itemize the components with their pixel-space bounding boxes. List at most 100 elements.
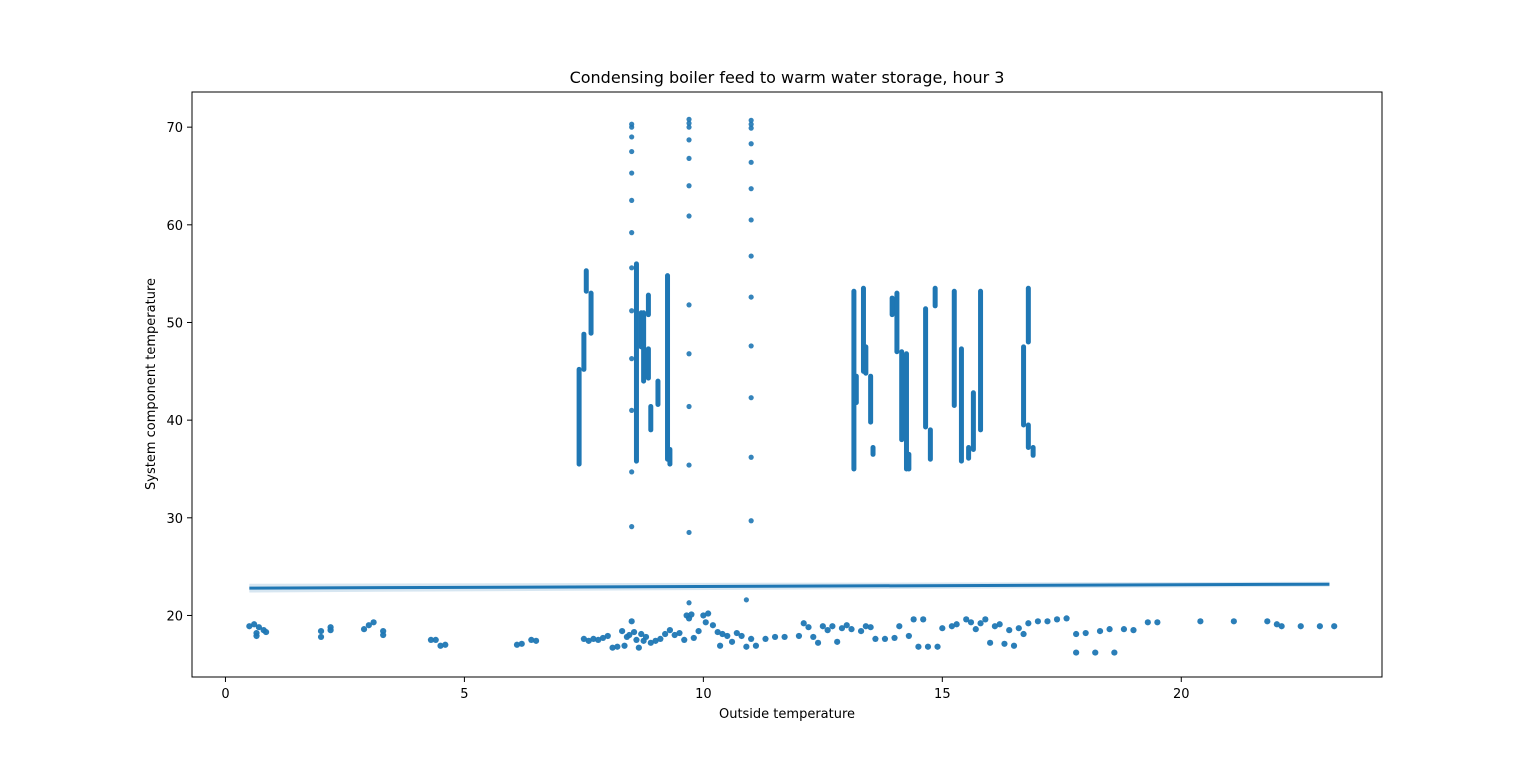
data-point bbox=[327, 627, 334, 634]
data-point bbox=[705, 610, 712, 617]
data-point bbox=[867, 624, 874, 631]
data-point bbox=[996, 621, 1003, 628]
data-point bbox=[881, 635, 889, 643]
data-point bbox=[262, 628, 270, 636]
data-point bbox=[595, 636, 602, 643]
data-point bbox=[621, 642, 628, 649]
data-point bbox=[686, 529, 692, 536]
data-point bbox=[748, 121, 754, 127]
data-point bbox=[1025, 620, 1032, 627]
data-point bbox=[686, 155, 692, 162]
data-point bbox=[380, 631, 387, 639]
data-point bbox=[442, 641, 449, 648]
x-axis-title: Outside temperature bbox=[719, 707, 855, 722]
data-point bbox=[728, 638, 736, 645]
data-point bbox=[629, 265, 635, 271]
data-point bbox=[1063, 615, 1070, 622]
data-point bbox=[1316, 623, 1323, 630]
data-point bbox=[365, 622, 372, 629]
data-point bbox=[924, 643, 932, 650]
data-point bbox=[686, 213, 692, 219]
data-point bbox=[987, 639, 994, 646]
data-point bbox=[532, 637, 540, 644]
data-point bbox=[671, 631, 678, 639]
data-point bbox=[743, 597, 749, 603]
data-point bbox=[819, 623, 826, 630]
data-point bbox=[1034, 618, 1042, 625]
data-point bbox=[695, 627, 702, 635]
data-point bbox=[629, 148, 635, 155]
data-point bbox=[642, 633, 650, 641]
data-point bbox=[814, 639, 822, 646]
data-point bbox=[752, 642, 760, 649]
data-point bbox=[843, 622, 850, 629]
data-point bbox=[590, 635, 597, 643]
data-point bbox=[676, 629, 683, 637]
data-point bbox=[738, 632, 745, 640]
data-point bbox=[1106, 626, 1113, 633]
data-point bbox=[686, 351, 692, 357]
data-point bbox=[629, 469, 635, 475]
x-tick-label: 10 bbox=[695, 687, 712, 702]
data-point bbox=[1264, 618, 1271, 625]
data-point bbox=[686, 183, 692, 189]
data-point bbox=[1230, 618, 1237, 625]
x-axis: 0 5 10 15 20 bbox=[221, 677, 1190, 702]
data-point bbox=[690, 634, 697, 642]
data-point bbox=[1273, 621, 1280, 628]
data-point bbox=[629, 523, 635, 530]
data-point bbox=[635, 644, 642, 651]
x-tick-label: 15 bbox=[934, 687, 951, 702]
data-point bbox=[848, 626, 855, 633]
data-point bbox=[748, 217, 754, 223]
data-point bbox=[1096, 627, 1104, 635]
data-point bbox=[905, 632, 912, 640]
data-point bbox=[781, 633, 788, 641]
data-point bbox=[748, 635, 755, 643]
data-point bbox=[748, 294, 754, 300]
data-point bbox=[662, 630, 669, 638]
data-point bbox=[967, 619, 975, 626]
data-point bbox=[972, 626, 979, 633]
data-point bbox=[982, 616, 989, 623]
data-point bbox=[910, 616, 917, 623]
data-point bbox=[862, 623, 869, 630]
y-tick-label: 30 bbox=[166, 512, 183, 527]
y-tick-label: 70 bbox=[166, 121, 183, 136]
data-point bbox=[748, 343, 754, 349]
data-point bbox=[795, 632, 803, 640]
data-point bbox=[633, 636, 640, 643]
data-point bbox=[800, 620, 807, 627]
data-point bbox=[614, 643, 621, 650]
data-point bbox=[963, 616, 970, 623]
data-point bbox=[939, 625, 946, 632]
data-point bbox=[317, 627, 325, 635]
data-point bbox=[251, 621, 258, 628]
data-point bbox=[657, 635, 664, 643]
data-point bbox=[810, 633, 817, 641]
data-point bbox=[437, 642, 444, 649]
data-point bbox=[686, 403, 692, 410]
data-point bbox=[253, 632, 260, 640]
data-point bbox=[748, 159, 754, 165]
y-tick-label: 40 bbox=[166, 414, 183, 429]
data-point bbox=[1010, 642, 1018, 649]
data-point bbox=[748, 253, 754, 259]
data-point bbox=[686, 116, 692, 122]
data-point bbox=[686, 120, 692, 126]
x-tick-label: 20 bbox=[1173, 687, 1190, 702]
data-point bbox=[604, 632, 611, 640]
x-tick-label: 5 bbox=[460, 687, 468, 702]
data-point bbox=[1044, 618, 1051, 625]
y-axis-title: System component temperature bbox=[144, 278, 159, 490]
data-point bbox=[1197, 618, 1204, 625]
data-point bbox=[1015, 625, 1022, 632]
data-point bbox=[585, 637, 592, 644]
data-point bbox=[719, 630, 726, 638]
data-point bbox=[977, 620, 984, 627]
data-point bbox=[824, 627, 831, 634]
data-point bbox=[1092, 649, 1099, 656]
data-point bbox=[638, 630, 645, 638]
data-point bbox=[915, 643, 922, 650]
data-point bbox=[748, 186, 754, 192]
